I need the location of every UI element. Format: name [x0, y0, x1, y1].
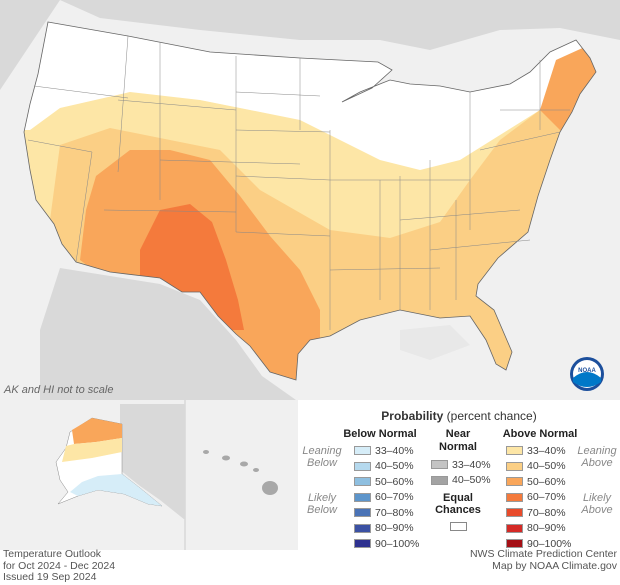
hawaii-inset	[203, 450, 278, 495]
below-normal-header: Below Normal	[343, 428, 417, 440]
below-normal-range-label: 33–40%	[375, 444, 414, 457]
below-normal-row: 60–70%	[354, 491, 414, 503]
below-normal-range-label: 40–50%	[375, 460, 414, 472]
near-normal-range-label: 40–50%	[452, 474, 491, 486]
scale-note: AK and HI not to scale	[4, 384, 114, 396]
above-normal-row: 90–100%	[506, 537, 572, 550]
legend: Probability (percent chance) Below Norma…	[298, 403, 620, 550]
below-normal-row: 50–60%	[354, 475, 414, 488]
near-normal-row: 40–50%	[431, 474, 491, 486]
below-normal-range-label: 70–80%	[375, 506, 414, 519]
credits: NWS Climate Prediction Center Map by NOA…	[469, 548, 617, 572]
below-normal-row: 40–50%	[354, 460, 414, 472]
below-normal-range-label: 50–60%	[375, 475, 414, 488]
gulf-land	[400, 325, 470, 360]
below-normal-swatch	[354, 523, 371, 533]
outlook-period: for Oct 2024 - Dec 2024	[3, 559, 116, 572]
outlook-info: Temperature Outlook for Oct 2024 - Dec 2…	[3, 548, 116, 584]
above-normal-range-label: 60–70%	[527, 491, 566, 503]
below-normal-row: 80–90%	[354, 522, 414, 534]
near-normal-header-1: Near	[445, 428, 471, 440]
below-normal-range-label: 80–90%	[375, 522, 414, 534]
above-normal-range-label: 50–60%	[527, 475, 566, 488]
canada-land	[60, 0, 620, 50]
us-outline	[23, 21, 597, 381]
mexico-land	[40, 268, 296, 400]
above-normal-range-label: 70–80%	[527, 506, 566, 519]
band-above-60-70	[140, 204, 244, 330]
above-normal-swatch	[506, 508, 523, 517]
below-normal-row: 33–40%	[354, 444, 414, 457]
outlook-title: Temperature Outlook	[3, 548, 102, 560]
state-boundaries	[27, 35, 570, 330]
above-normal-header: Above Normal	[502, 428, 578, 440]
below-normal-row: 90–100%	[354, 537, 420, 550]
legend-title: Probability (percent chance)	[381, 409, 537, 423]
above-normal-swatch	[506, 477, 523, 486]
below-normal-row: 70–80%	[354, 506, 414, 519]
below-normal-swatch	[354, 539, 371, 548]
pacific-edge-land	[0, 0, 60, 90]
below-normal-swatch	[354, 508, 371, 517]
above-normal-swatch	[506, 461, 523, 471]
credit-cpc: NWS Climate Prediction Center	[469, 548, 617, 560]
leaning-below-label: Leaning Below	[302, 445, 342, 469]
above-normal-row: 40–50%	[506, 460, 566, 472]
below-normal-swatch	[354, 461, 371, 471]
likely-below-label: Likely Below	[307, 492, 337, 516]
below-normal-range-label: 90–100%	[375, 537, 420, 550]
above-normal-row: 50–60%	[506, 475, 566, 488]
above-normal-swatch	[506, 492, 523, 502]
below-normal-swatch	[354, 492, 371, 502]
above-normal-swatch	[506, 446, 523, 455]
near-normal-swatch	[431, 460, 448, 469]
above-normal-range-label: 40–50%	[527, 460, 566, 472]
near-normal-header-2: Normal	[439, 441, 477, 453]
above-normal-row: 60–70%	[506, 491, 566, 503]
above-normal-row: 80–90%	[506, 522, 566, 534]
equal-chances-swatch	[450, 522, 467, 531]
near-normal-range-label: 33–40%	[452, 458, 491, 471]
northeast-50-60	[540, 40, 596, 140]
leaning-above-label: Leaning Above	[577, 445, 617, 469]
credit-map: Map by NOAA Climate.gov	[492, 559, 617, 572]
above-normal-row: 70–80%	[506, 506, 566, 519]
below-normal-swatch	[354, 446, 371, 455]
noaa-logo: NOAA	[570, 357, 604, 391]
noaa-logo-text: NOAA	[578, 368, 596, 374]
below-normal-swatch	[354, 477, 371, 486]
equal-chances-label: Equal Chances	[435, 492, 481, 516]
above-normal-range-label: 80–90%	[527, 522, 566, 534]
above-normal-swatch	[506, 523, 523, 533]
below-normal-range-label: 60–70%	[375, 491, 414, 503]
above-normal-row: 33–40%	[506, 444, 566, 457]
above-normal-swatch	[506, 539, 523, 548]
near-normal-row: 33–40%	[431, 458, 491, 471]
alaska-inset	[55, 404, 185, 520]
above-normal-range-label: 90–100%	[527, 537, 572, 550]
outlook-issued: Issued 19 Sep 2024	[3, 571, 97, 583]
near-normal-swatch	[431, 475, 448, 485]
above-normal-range-label: 33–40%	[527, 444, 566, 457]
likely-above-label: Likely Above	[581, 492, 613, 516]
